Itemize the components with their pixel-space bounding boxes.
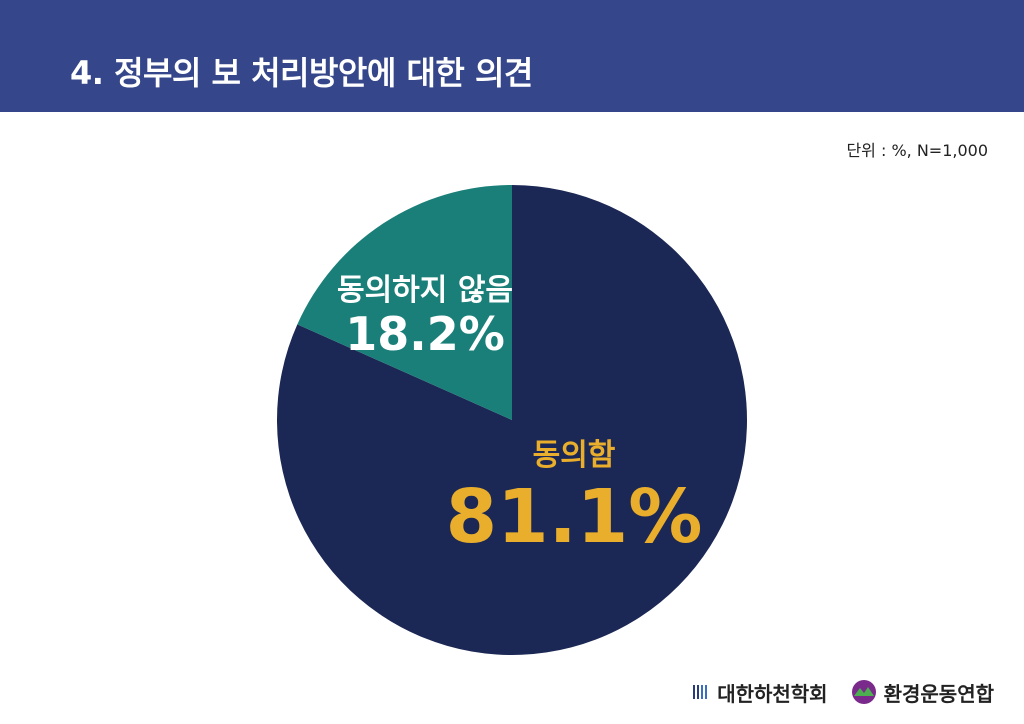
- footer-logos: 대한하천학회 환경운동연합: [691, 672, 994, 712]
- logo-river-society: 대한하천학회: [691, 678, 828, 707]
- river-society-logo-icon: [693, 685, 708, 699]
- kfem-logo-icon: [851, 680, 876, 704]
- slice-label-disagree: 동의하지 않음: [337, 273, 513, 308]
- header-bar: 4. 정부의 보 처리방안에 대한 의견: [0, 0, 1024, 112]
- logo-kfem: 환경운동연합: [850, 678, 994, 707]
- logo-kfem-text: 환경운동연합: [883, 681, 994, 706]
- logo-river-society-text: 대한하천학회: [717, 681, 828, 706]
- page-title: 4. 정부의 보 처리방안에 대한 의견: [70, 54, 533, 92]
- slice-value-agree: 81.1%: [446, 474, 703, 560]
- slice-label-agree: 동의함: [533, 438, 616, 473]
- pie-slice-disagree: [297, 185, 512, 420]
- slice-value-disagree: 18.2%: [345, 307, 505, 361]
- unit-note: 단위 : %, N=1,000: [846, 141, 988, 160]
